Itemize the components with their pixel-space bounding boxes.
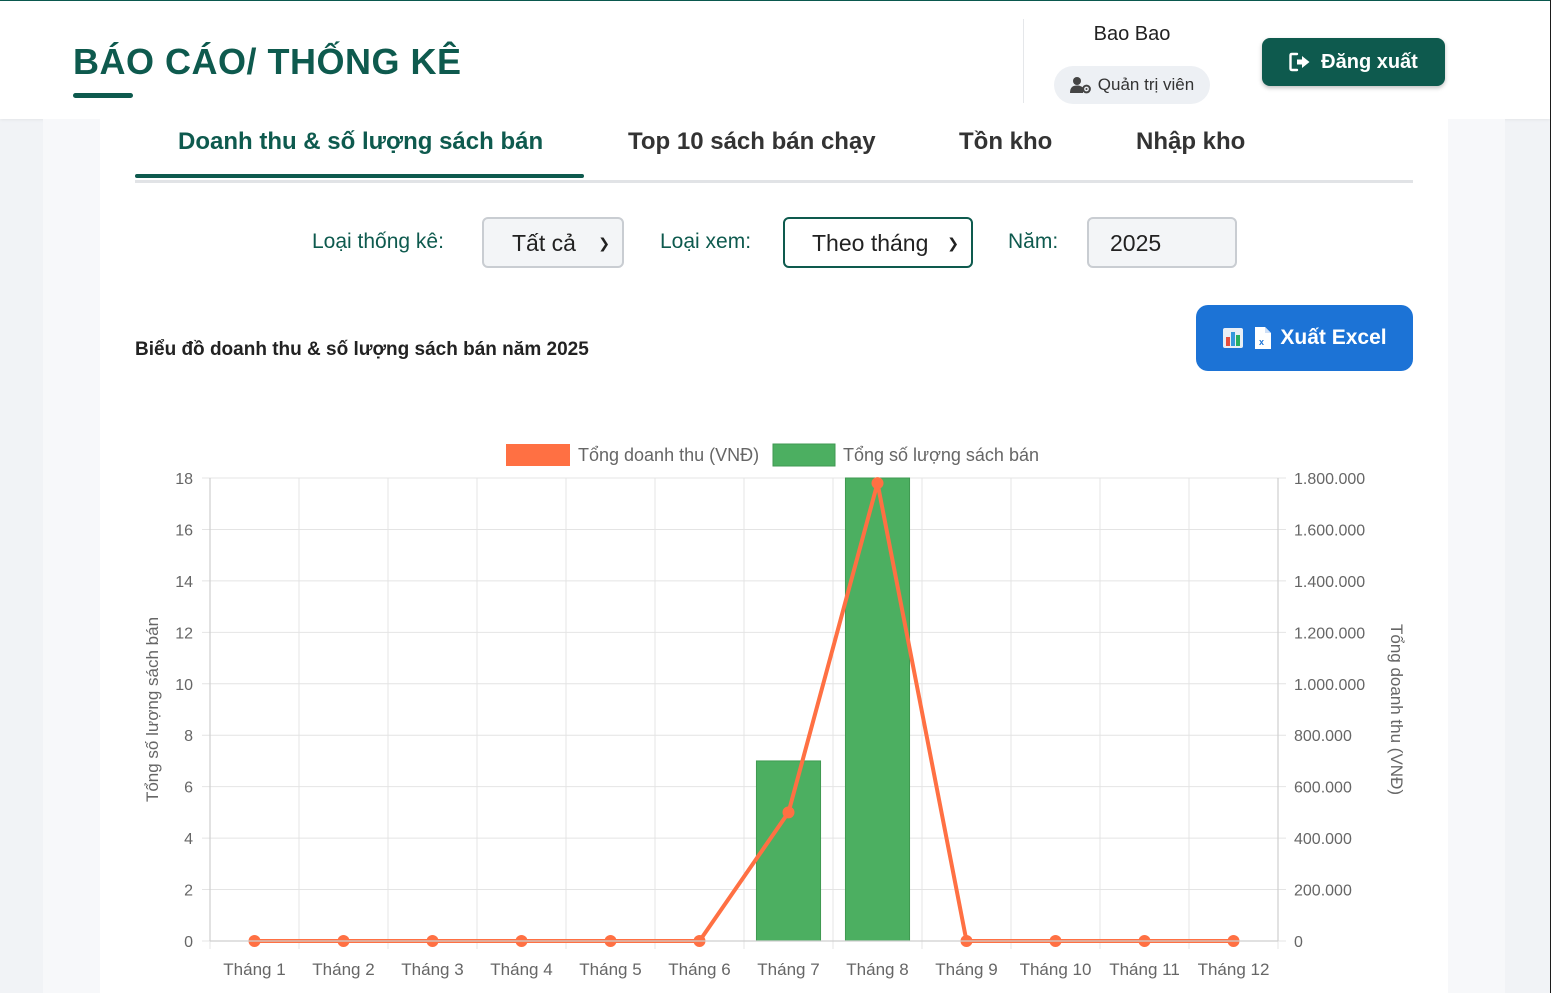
title-underline: [73, 93, 133, 98]
chart-axes: 0 0 2 200.000 4 400.000 6 600.000 8 800.000 10 1.00…: [143, 471, 1406, 979]
quantity-bar: [844, 477, 911, 942]
top-border: [0, 0, 1551, 1]
y-right-tick-label: 400.000: [1294, 831, 1352, 848]
y-right-tick-label: 600.000: [1294, 780, 1352, 797]
y-left-tick-label: 14: [175, 574, 193, 591]
y-left-tick-label: 18: [175, 471, 193, 488]
x-tick-label: Tháng 1: [223, 960, 285, 979]
year-value: 2025: [1110, 230, 1162, 256]
y-right-tick-label: 800.000: [1294, 728, 1352, 745]
x-tick-label: Tháng 7: [757, 960, 819, 979]
x-tick-label: Tháng 4: [490, 960, 552, 979]
y-right-tick-label: 1.800.000: [1294, 471, 1365, 488]
y-left-tick-label: 8: [184, 728, 193, 745]
tab-top-books[interactable]: Top 10 sách bán chạy: [628, 128, 876, 155]
y-left-tick-label: 12: [175, 625, 193, 642]
legend-label-revenue: Tổng doanh thu (VNĐ): [578, 445, 759, 465]
logout-label: Đăng xuất: [1321, 50, 1418, 73]
logout-button[interactable]: Đăng xuất: [1262, 38, 1445, 86]
tab-inventory[interactable]: Tồn kho: [959, 128, 1053, 155]
y-left-tick-label: 16: [175, 522, 193, 539]
user-name: Bao Bao: [1093, 23, 1171, 45]
stat-type-select[interactable]: Tất cả ❯: [482, 217, 624, 268]
page-header: BÁO CÁO/ THỐNG KÊ Bao Bao Quản trị viên …: [0, 1, 1550, 119]
stat-type-value: Tất cả: [512, 230, 576, 256]
year-label: Năm:: [1008, 230, 1059, 253]
x-tick-label: Tháng 5: [579, 960, 641, 979]
year-input[interactable]: 2025: [1087, 217, 1237, 268]
x-tick-label: Tháng 2: [312, 960, 374, 979]
y-right-tick-label: 1.600.000: [1294, 522, 1365, 539]
tab-revenue[interactable]: Doanh thu & số lượng sách bán: [178, 128, 544, 155]
role-badge: Quản trị viên: [1054, 66, 1210, 104]
legend-label-quantity: Tổng số lượng sách bán: [843, 445, 1039, 465]
chart-icon: [1223, 328, 1244, 348]
stat-type-label: Loại thống kê:: [312, 230, 444, 253]
y-left-tick-label: 2: [184, 883, 193, 900]
y-left-axis-title: Tổng số lượng sách bán: [143, 617, 162, 802]
y-right-tick-label: 1.200.000: [1294, 625, 1365, 642]
x-tick-label: Tháng 9: [935, 960, 997, 979]
excel-file-icon: x: [1255, 327, 1272, 349]
export-excel-button[interactable]: x Xuất Excel: [1196, 305, 1413, 371]
revenue-point: [871, 477, 884, 490]
x-tick-label: Tháng 8: [846, 960, 908, 979]
view-type-select[interactable]: Theo tháng ❯: [783, 217, 973, 268]
revenue-point: [782, 806, 795, 819]
x-tick-label: Tháng 6: [668, 960, 730, 979]
y-right-tick-label: 1.000.000: [1294, 677, 1365, 694]
quantity-bar: [755, 760, 822, 942]
active-tab-indicator: [135, 174, 584, 178]
page-title: BÁO CÁO/ THỐNG KÊ: [73, 41, 462, 82]
role-label: Quản trị viên: [1097, 75, 1195, 94]
y-right-tick-label: 200.000: [1294, 883, 1352, 900]
y-right-tick-label: 0: [1294, 934, 1303, 951]
chevron-down-icon: ❯: [598, 235, 610, 251]
header-divider: [1023, 19, 1024, 103]
legend-swatch-quantity: [772, 443, 836, 467]
y-right-axis-title: Tổng doanh thu (VNĐ): [1387, 624, 1406, 795]
export-label: Xuất Excel: [1280, 326, 1387, 349]
chart-legend: Tổng doanh thu (VNĐ) Tổng số lượng sách b…: [506, 443, 1039, 467]
tab-import[interactable]: Nhập kho: [1136, 128, 1246, 155]
x-tick-label: Tháng 10: [1020, 960, 1092, 979]
x-tick-label: Tháng 11: [1109, 960, 1180, 979]
user-gear-icon: [1069, 77, 1091, 94]
y-left-tick-label: 0: [184, 934, 193, 951]
sign-out-icon: [1289, 52, 1310, 72]
y-left-tick-label: 4: [184, 831, 193, 848]
x-tick-label: Tháng 12: [1198, 960, 1270, 979]
legend-swatch-revenue: [506, 444, 570, 466]
y-left-tick-label: 6: [184, 780, 193, 797]
y-left-tick-label: 10: [175, 677, 193, 694]
view-type-label: Loại xem:: [660, 230, 752, 253]
chart-caption: Biểu đồ doanh thu & số lượng sách bán nă…: [135, 339, 589, 360]
chevron-down-icon: ❯: [947, 235, 959, 251]
y-right-tick-label: 1.400.000: [1294, 574, 1365, 591]
x-tick-label: Tháng 3: [401, 960, 463, 979]
report-tabs: Doanh thu & số lượng sách bán Top 10 sác…: [135, 120, 1413, 183]
svg-text:x: x: [1259, 337, 1264, 347]
view-type-value: Theo tháng: [812, 230, 929, 256]
